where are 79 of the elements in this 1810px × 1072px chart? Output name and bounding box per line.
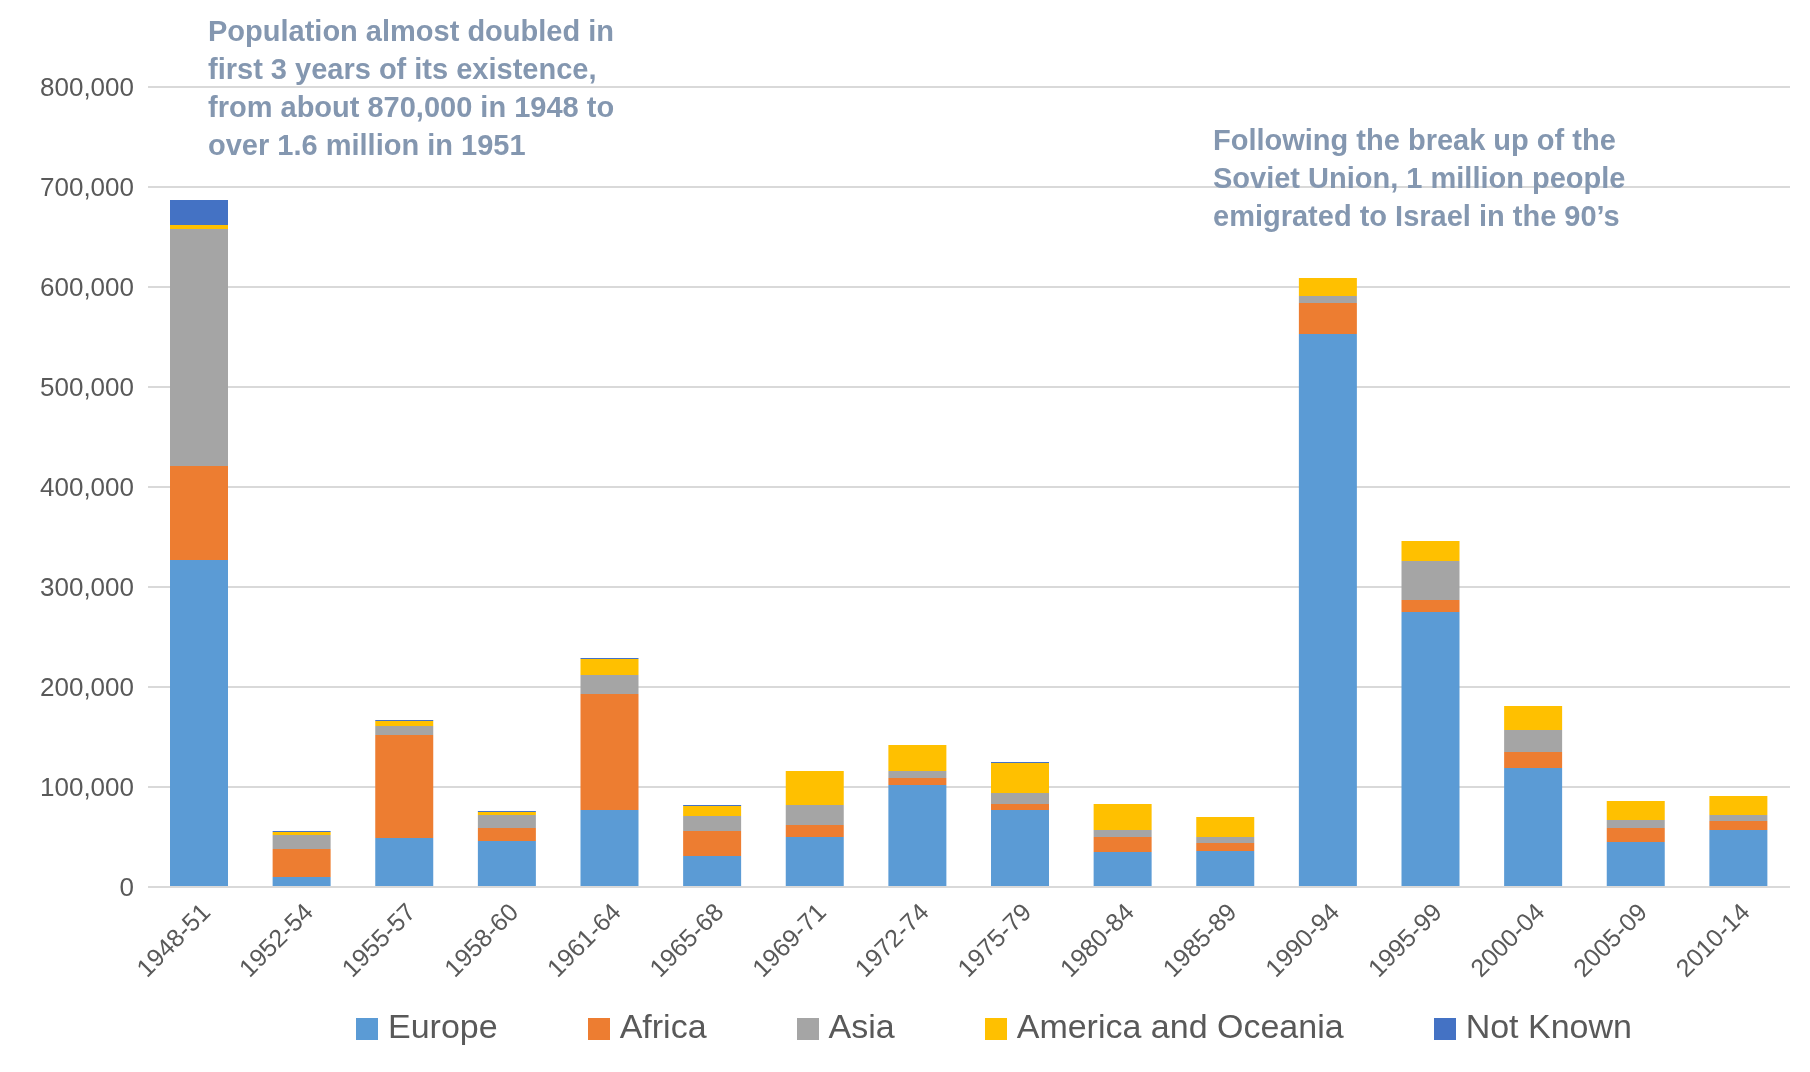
bar bbox=[888, 745, 947, 771]
bar bbox=[888, 771, 947, 778]
bar bbox=[375, 726, 434, 735]
bar bbox=[1709, 796, 1768, 815]
bar bbox=[888, 778, 947, 785]
annotation: Following the break up of the Soviet Union, 1 million people emigrated to Israel in the 90’s bbox=[1213, 123, 1627, 234]
annotation: Population almost doubled in first 3 years of its existence, from about 870,000 in 1948 to over 1.6 million in 1951 bbox=[208, 14, 616, 163]
bar bbox=[580, 659, 639, 675]
legend-label: Asia bbox=[828, 1007, 895, 1045]
bar bbox=[375, 721, 434, 726]
bar bbox=[785, 825, 844, 837]
bar bbox=[170, 560, 228, 887]
bar bbox=[785, 837, 844, 887]
y-tick-label: 700,000 bbox=[40, 172, 134, 203]
bar bbox=[683, 856, 742, 887]
bar bbox=[1196, 851, 1255, 887]
bar bbox=[1709, 830, 1768, 887]
bar bbox=[1401, 541, 1460, 561]
bar bbox=[580, 694, 639, 810]
bar bbox=[1504, 730, 1563, 752]
y-tick-label: 500,000 bbox=[40, 372, 134, 403]
bar bbox=[272, 835, 331, 849]
bar bbox=[1298, 334, 1357, 887]
bar bbox=[991, 810, 1049, 887]
bar bbox=[1298, 303, 1357, 334]
bar bbox=[272, 849, 331, 877]
bar bbox=[1196, 837, 1255, 843]
bar bbox=[477, 841, 536, 887]
bar bbox=[1606, 842, 1665, 887]
bar bbox=[1298, 278, 1357, 296]
bar bbox=[1401, 612, 1460, 887]
bar bbox=[1401, 600, 1460, 612]
y-tick-label: 0 bbox=[119, 872, 134, 903]
y-tick-label: 100,000 bbox=[40, 772, 134, 803]
bar bbox=[1196, 817, 1255, 837]
bar bbox=[991, 804, 1049, 810]
bar bbox=[1093, 852, 1152, 887]
legend-label: America and Oceania bbox=[1016, 1007, 1344, 1045]
bar bbox=[375, 735, 434, 838]
bar bbox=[1606, 801, 1665, 820]
legend-label: Africa bbox=[619, 1007, 707, 1045]
bar bbox=[170, 200, 228, 225]
bar bbox=[170, 466, 228, 560]
bar bbox=[683, 806, 742, 816]
bar bbox=[477, 815, 536, 828]
bar bbox=[785, 771, 844, 805]
bar bbox=[1298, 296, 1357, 303]
bar bbox=[1709, 821, 1768, 830]
legend-label: Not Known bbox=[1465, 1007, 1632, 1045]
y-tick-label: 600,000 bbox=[40, 272, 134, 303]
bar bbox=[580, 810, 639, 887]
bar bbox=[1093, 804, 1152, 830]
bar bbox=[375, 838, 434, 887]
bar bbox=[477, 828, 536, 841]
y-tick-label: 200,000 bbox=[40, 672, 134, 703]
legend-label: Europe bbox=[388, 1007, 498, 1045]
bar bbox=[1504, 752, 1563, 768]
bar bbox=[272, 877, 331, 887]
y-tick-label: 300,000 bbox=[40, 572, 134, 603]
bar bbox=[1709, 815, 1768, 821]
bar bbox=[580, 675, 639, 694]
bar bbox=[683, 831, 742, 856]
bar bbox=[170, 229, 228, 466]
bar bbox=[1606, 828, 1665, 842]
bar bbox=[991, 793, 1049, 804]
bar bbox=[683, 816, 742, 831]
bar bbox=[785, 805, 844, 825]
y-tick-label: 400,000 bbox=[40, 472, 134, 503]
bar bbox=[1606, 820, 1665, 828]
y-tick-label: 800,000 bbox=[40, 72, 134, 103]
bar bbox=[1093, 830, 1152, 837]
bar bbox=[1401, 561, 1460, 600]
bar bbox=[1504, 706, 1563, 730]
bar bbox=[170, 225, 228, 229]
bar bbox=[1504, 768, 1563, 887]
bar bbox=[1196, 843, 1255, 851]
bar bbox=[991, 763, 1049, 793]
bar bbox=[888, 785, 947, 887]
bar bbox=[1093, 837, 1152, 852]
